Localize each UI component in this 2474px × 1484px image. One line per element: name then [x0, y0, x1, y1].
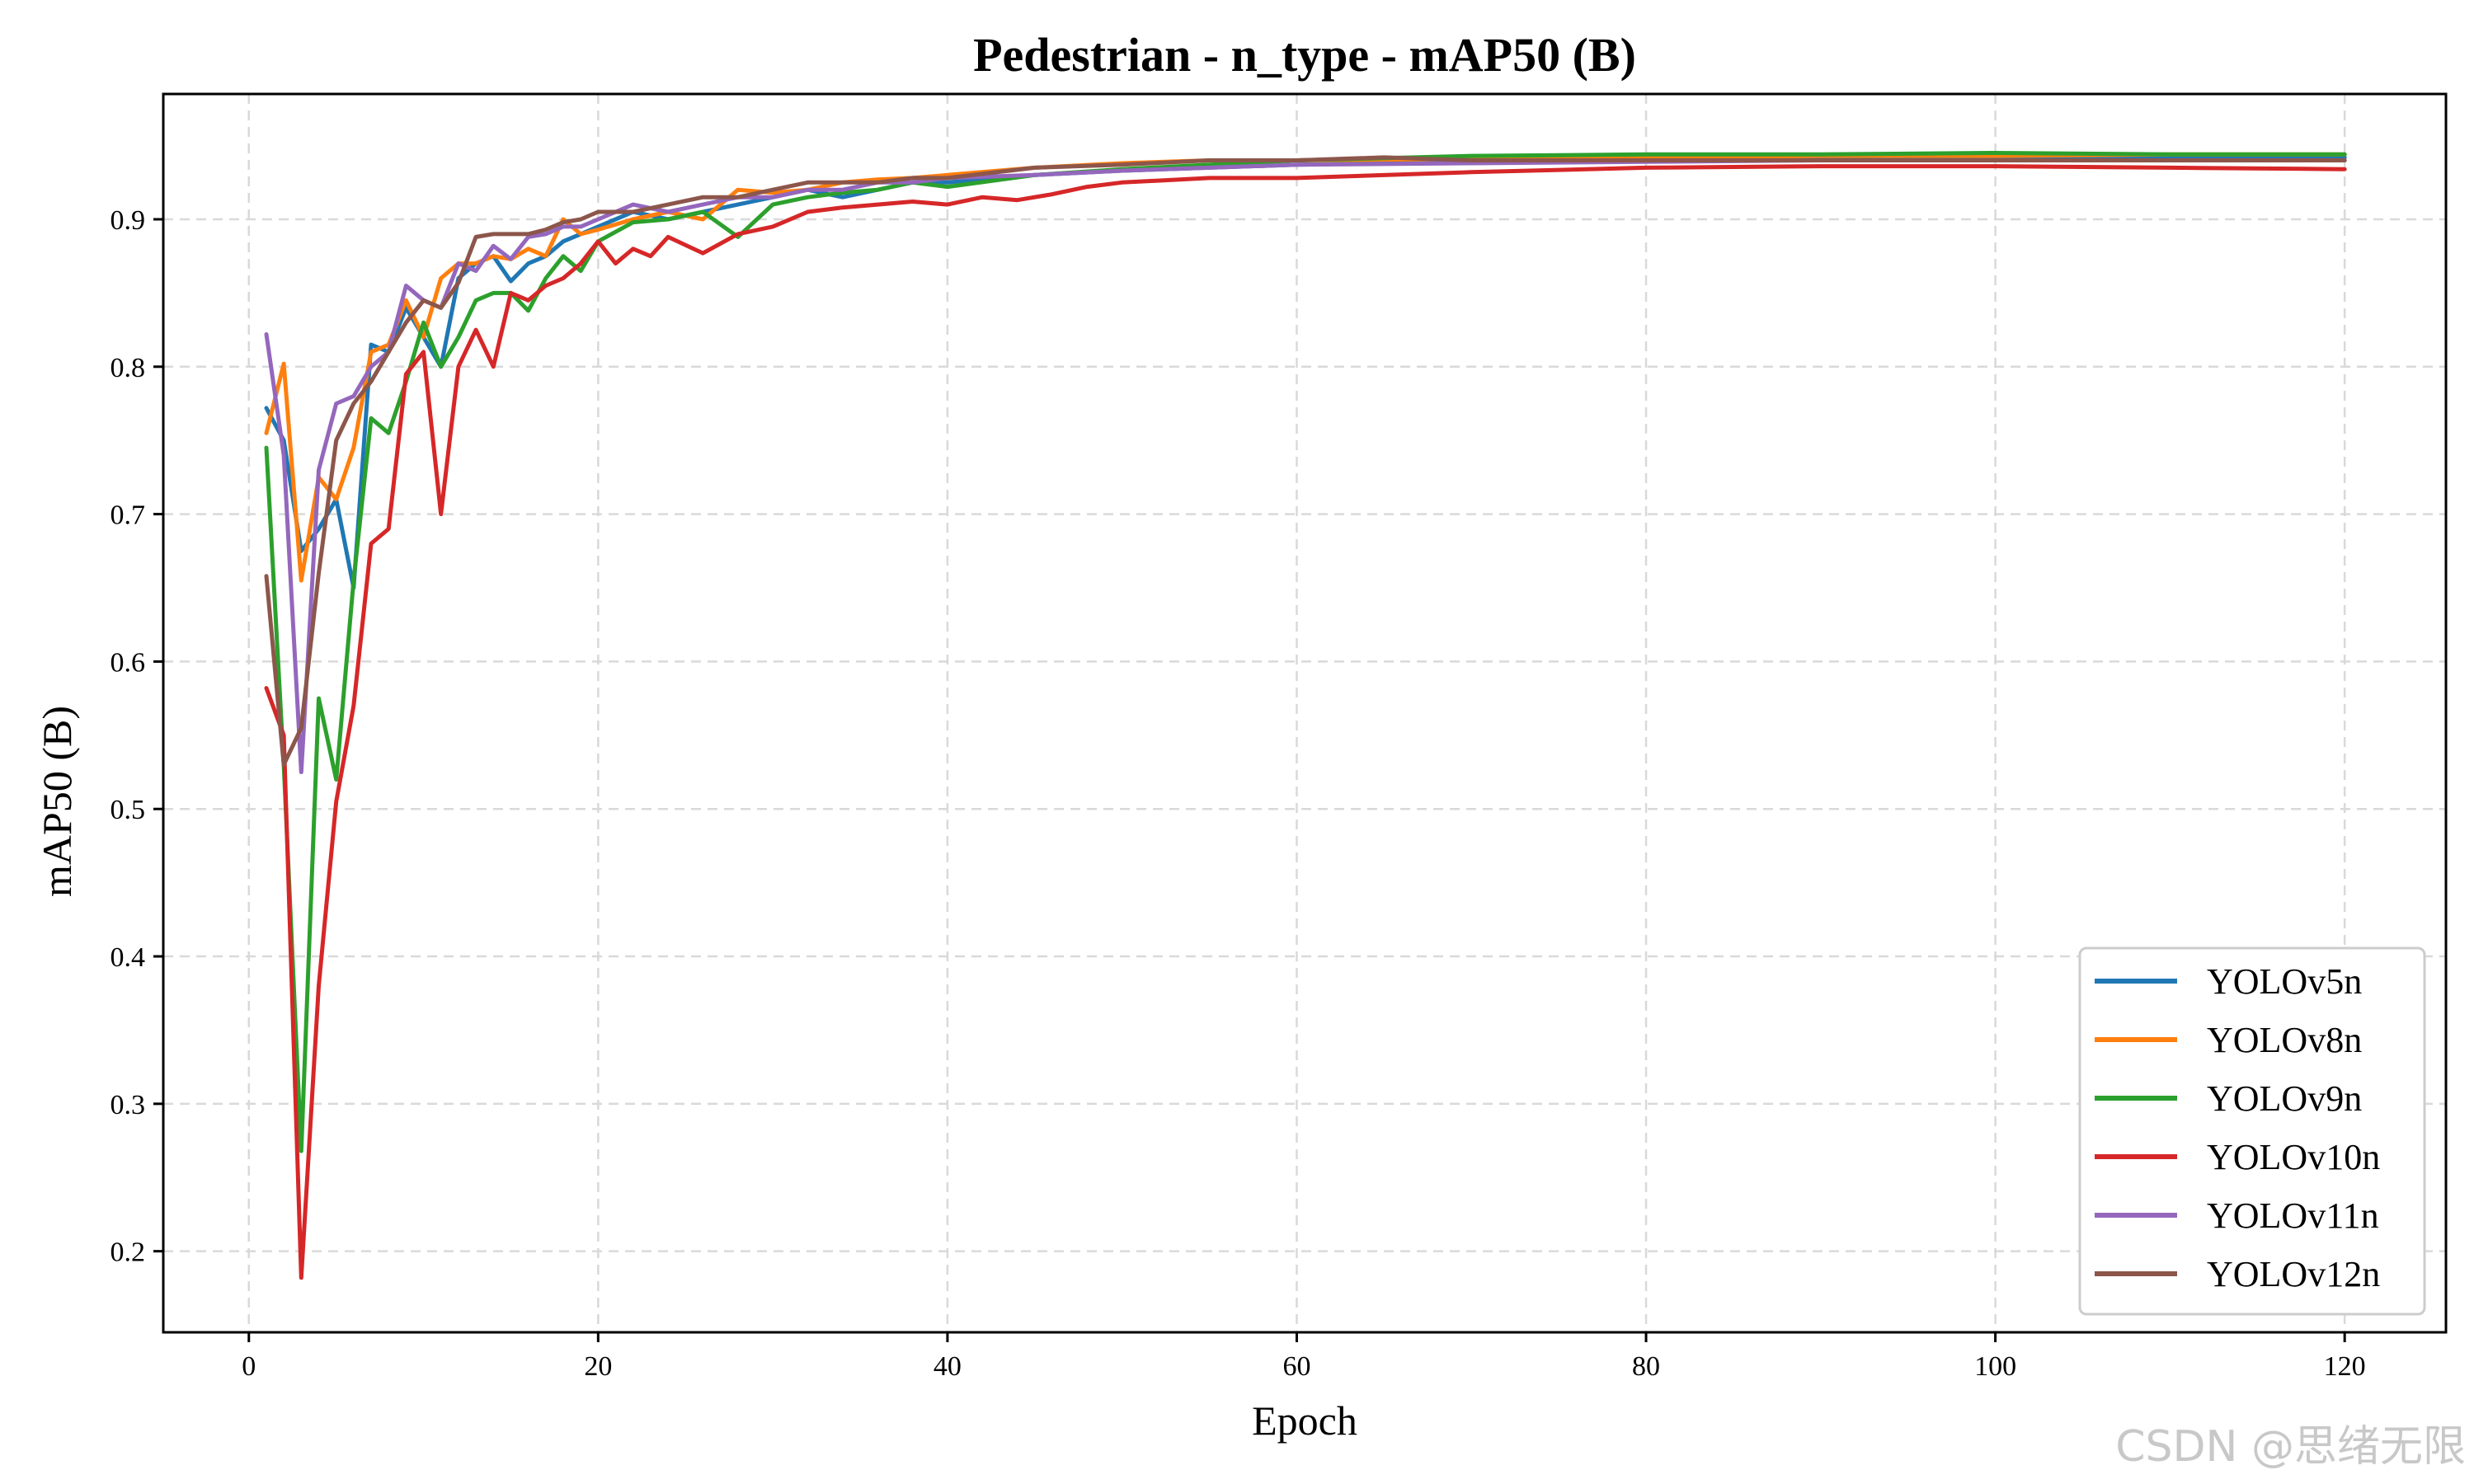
series-lines — [264, 151, 2347, 1280]
grid — [163, 94, 2446, 1332]
legend-label-yolov11n: YOLOv11n — [2207, 1195, 2379, 1236]
plot-frame — [162, 92, 2448, 1334]
legend-label-yolov5n: YOLOv5n — [2207, 961, 2362, 1002]
y-tick-label: 0.2 — [111, 1237, 146, 1268]
y-tick-label: 0.8 — [111, 353, 146, 383]
x-tick-label: 0 — [242, 1351, 256, 1382]
y-tick-label: 0.5 — [111, 795, 146, 825]
x-tick-label: 20 — [584, 1351, 612, 1382]
y-tick-label: 0.3 — [111, 1090, 146, 1120]
y-axis-label: mAP50 (B) — [34, 706, 80, 897]
legend-label-yolov8n: YOLOv8n — [2207, 1020, 2362, 1060]
series-line-yolov12n — [264, 155, 2347, 768]
series-line-yolov9n — [264, 151, 2347, 1153]
legend-label-yolov10n: YOLOv10n — [2207, 1137, 2380, 1177]
y-tick-label: 0.9 — [111, 205, 146, 236]
legend-label-yolov12n: YOLOv12n — [2207, 1254, 2380, 1294]
chart-title: Pedestrian - n_type - mAP50 (B) — [973, 28, 1636, 82]
legend-items: YOLOv5n YOLOv8n YOLOv9n YOLOv10n YOLOv11n YOL… — [2095, 961, 2380, 1294]
y-tick-label: 0.4 — [111, 942, 146, 973]
y-tick-label: 0.6 — [111, 647, 146, 678]
x-tick-label: 120 — [2324, 1351, 2366, 1382]
watermark: CSDN @思绪无限 — [2115, 1422, 2466, 1472]
x-tick-label: 40 — [934, 1351, 962, 1382]
axis-ticks: 0 20 40 60 80 100 120 0.2 0.3 0.4 0.5 0.6 0.7 0.8 0.9 — [111, 205, 2366, 1382]
x-axis-label: Epoch — [1252, 1397, 1357, 1444]
x-tick-label: 60 — [1282, 1351, 1310, 1382]
x-tick-label: 100 — [1974, 1351, 2016, 1382]
legend: YOLOv5n YOLOv8n YOLOv9n YOLOv10n YOLOv11n YOL… — [2078, 946, 2426, 1316]
y-tick-label: 0.7 — [111, 500, 146, 531]
legend-label-yolov9n: YOLOv9n — [2207, 1078, 2362, 1119]
x-tick-label: 80 — [1632, 1351, 1660, 1382]
series-line-yolov10n — [264, 164, 2347, 1280]
